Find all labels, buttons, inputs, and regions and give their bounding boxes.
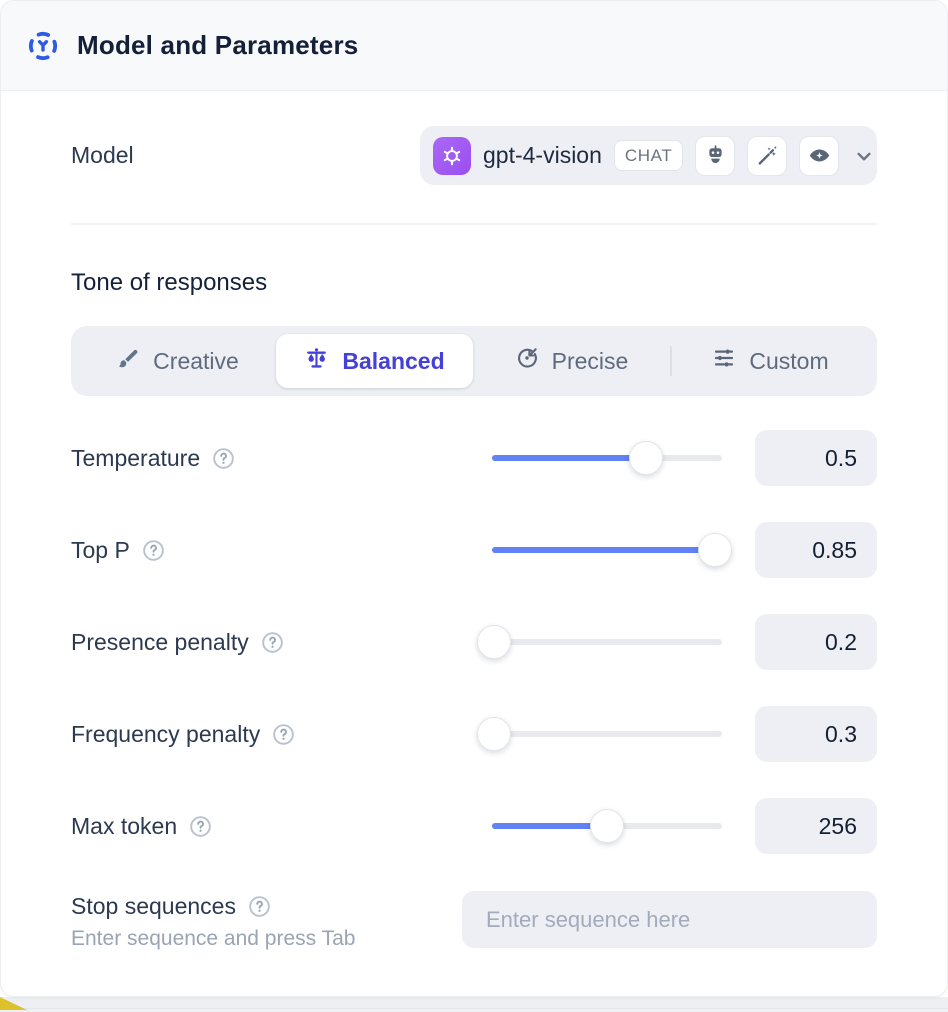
selected-model-name: gpt-4-vision <box>483 142 602 168</box>
max-token-slider-thumb[interactable] <box>590 809 624 843</box>
section-divider <box>71 223 877 225</box>
frequency-penalty-row: Frequency penalty 0.3 <box>71 706 877 762</box>
openai-logo <box>433 136 471 175</box>
model-label: Model <box>71 142 134 168</box>
model-select-dropdown[interactable]: gpt-4-vision CHAT <box>420 126 877 185</box>
chevron-down-icon[interactable] <box>851 143 877 169</box>
stop-sequence-input[interactable] <box>462 891 877 948</box>
stop-sequences-helper: Enter sequence and press Tab <box>71 927 356 950</box>
temperature-row: Temperature 0.5 <box>71 430 877 486</box>
tab-label: Custom <box>749 347 829 374</box>
sliders-icon <box>712 346 736 376</box>
slider-fill <box>492 547 716 553</box>
model-type-badge: CHAT <box>613 140 684 171</box>
temperature-label: Temperature <box>71 444 201 471</box>
tone-tab-group: Creative Balanced <box>71 326 877 396</box>
help-icon[interactable] <box>246 893 273 920</box>
tab-balanced[interactable]: Balanced <box>276 334 473 388</box>
tab-separator <box>670 346 672 376</box>
tab-label: Precise <box>551 347 629 374</box>
presence-penalty-slider-thumb[interactable] <box>477 625 512 659</box>
presence-penalty-slider[interactable] <box>477 625 722 659</box>
presence-penalty-row: Presence penalty 0.2 <box>71 614 877 670</box>
max-token-value-field[interactable]: 256 <box>755 798 877 854</box>
robot-icon <box>695 135 736 176</box>
top-p-slider[interactable] <box>492 533 733 567</box>
panel-title: Model and Parameters <box>77 30 359 60</box>
max-token-slider[interactable] <box>492 809 722 843</box>
stop-sequences-label: Stop sequences <box>71 893 236 919</box>
slider-track[interactable] <box>492 731 722 737</box>
frequency-penalty-slider-thumb[interactable] <box>477 717 512 751</box>
top-p-slider-thumb[interactable] <box>698 533 733 567</box>
tab-label: Creative <box>153 347 239 374</box>
help-icon[interactable] <box>187 813 214 840</box>
slider-track[interactable] <box>492 639 722 645</box>
target-arrow-icon <box>515 346 539 376</box>
temperature-slider[interactable] <box>492 441 722 475</box>
slider-fill <box>492 823 607 829</box>
presence-penalty-label: Presence penalty <box>71 628 249 655</box>
model-row: Model gpt-4-visi <box>71 126 877 185</box>
tab-custom[interactable]: Custom <box>672 334 869 388</box>
temperature-value-field[interactable]: 0.5 <box>755 430 877 486</box>
frequency-penalty-value-field[interactable]: 0.3 <box>755 706 877 762</box>
presence-penalty-value-field[interactable]: 0.2 <box>755 614 877 670</box>
tab-precise[interactable]: Precise <box>473 334 670 388</box>
frequency-penalty-label: Frequency penalty <box>71 720 261 747</box>
tone-heading: Tone of responses <box>71 269 268 296</box>
frequency-penalty-slider[interactable] <box>477 717 722 751</box>
vision-eye-icon <box>799 135 840 176</box>
slider-fill <box>492 455 647 461</box>
help-icon[interactable] <box>210 445 237 472</box>
balance-scale-icon <box>304 346 329 377</box>
panel-header: Model and Parameters <box>1 1 947 91</box>
top-p-row: Top P 0.85 <box>71 522 877 578</box>
tab-creative[interactable]: Creative <box>79 334 276 388</box>
top-p-label: Top P <box>71 536 130 563</box>
tab-label: Balanced <box>342 347 445 374</box>
next-card-edge <box>0 1008 948 1009</box>
page-background-strip <box>0 997 948 1012</box>
magic-wand-icon <box>747 135 788 176</box>
max-token-label: Max token <box>71 812 178 839</box>
stop-sequences-row: Stop sequences Enter sequence and press … <box>71 891 877 951</box>
top-p-value-field[interactable]: 0.85 <box>755 522 877 578</box>
paintbrush-icon <box>116 346 140 376</box>
help-icon[interactable] <box>259 629 286 656</box>
help-icon[interactable] <box>140 537 167 564</box>
temperature-slider-thumb[interactable] <box>629 441 664 475</box>
help-icon[interactable] <box>270 721 297 748</box>
max-token-row: Max token 256 <box>71 798 877 854</box>
dashed-circle-model-icon <box>25 28 61 64</box>
